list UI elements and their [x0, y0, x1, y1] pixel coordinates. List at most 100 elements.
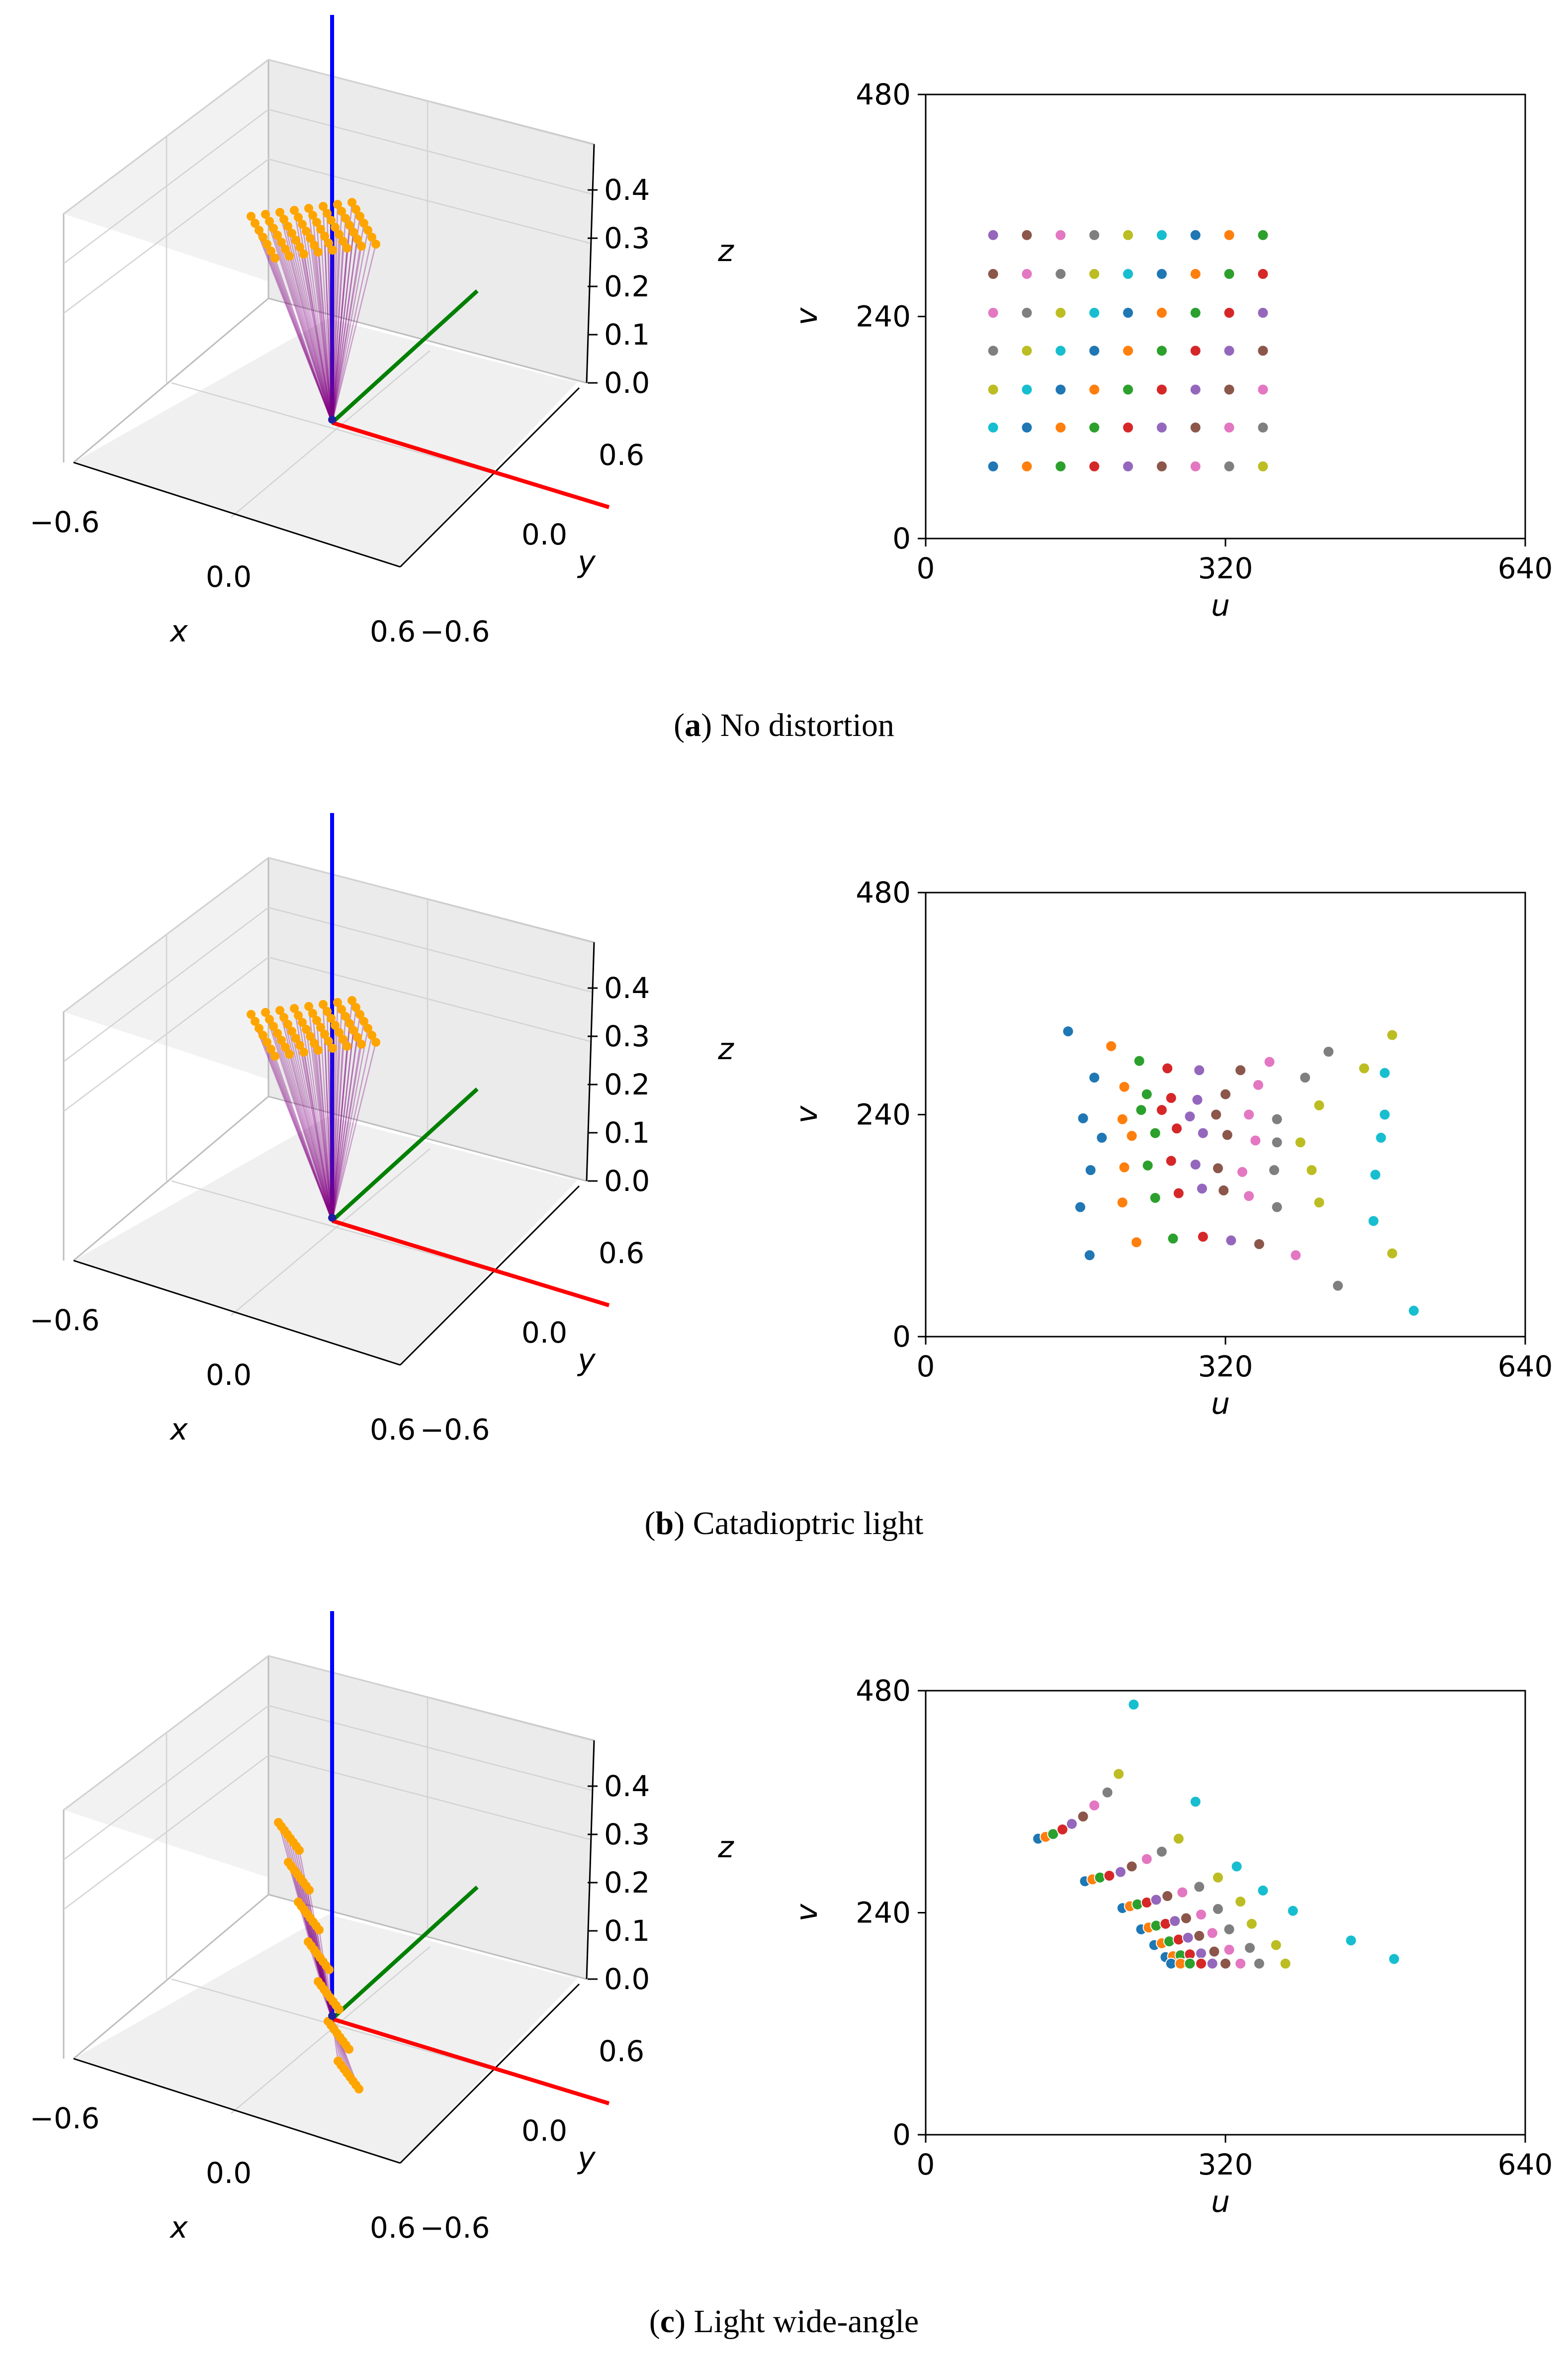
- object-point: [285, 252, 294, 261]
- image-point: [1054, 229, 1067, 241]
- object-point: [323, 1007, 332, 1016]
- image-point: [1234, 1957, 1247, 1970]
- image-point: [1122, 460, 1134, 472]
- object-point: [357, 242, 366, 251]
- image-point: [1184, 1957, 1196, 1970]
- 3d-axes: −0.6 0.0 0.6 x −0.6 0.0 0.6 y 0.0 0.1 0.2 0.3 0.4 z: [30, 15, 734, 649]
- image-point: [1223, 1943, 1235, 1956]
- image-plane-plot: 0 320 640 u 0 240 480 v: [789, 78, 1553, 623]
- ray: [309, 1917, 333, 2019]
- object-point: [339, 1035, 348, 1044]
- image-point: [1116, 1196, 1129, 1209]
- image-point: [1096, 1132, 1108, 1144]
- z-tick-label: 0.4: [604, 971, 650, 1005]
- image-point: [1210, 1108, 1222, 1121]
- ray: [309, 238, 333, 423]
- 3d-axes: −0.6 0.0 0.6 x −0.6 0.0 0.6 y 0.0 0.1 0.2 0.3 0.4 z: [30, 813, 734, 1447]
- ray: [284, 1047, 333, 1221]
- object-point: [363, 1024, 372, 1033]
- v-tick-label: 0: [892, 1320, 911, 1354]
- object-point: [262, 1038, 271, 1047]
- ray: [331, 1037, 358, 1221]
- object-point: [306, 1032, 315, 1041]
- object-point: [331, 223, 340, 232]
- object-point: [316, 225, 325, 234]
- u-tick-label: 0: [917, 2148, 935, 2181]
- y-axis-label: y: [577, 2141, 596, 2176]
- image-point: [1077, 1112, 1089, 1124]
- y-axis-line: [399, 1983, 580, 2164]
- object-point: [299, 250, 308, 259]
- plot-frame: [925, 892, 1526, 1338]
- object-point: [319, 202, 328, 211]
- x-axis-label: x: [169, 2210, 188, 2245]
- ray: [266, 1042, 333, 1221]
- ray: [331, 1046, 348, 1221]
- object-point: [353, 1033, 362, 1042]
- ray: [331, 1023, 350, 1221]
- image-point: [1218, 1184, 1230, 1197]
- object-point: [324, 239, 333, 248]
- object-point: [287, 1027, 296, 1036]
- object-point: [283, 1020, 292, 1029]
- object-point: [357, 1040, 366, 1049]
- ray: [270, 1049, 333, 1221]
- floor-grid-1: [231, 1148, 431, 1316]
- object-point: [281, 245, 290, 254]
- object-point: [310, 241, 319, 250]
- image-point: [1193, 1930, 1206, 1942]
- object-point: [333, 200, 342, 209]
- image-point: [1155, 1104, 1168, 1116]
- floor-pane: [74, 318, 577, 567]
- object-point: [348, 996, 356, 1005]
- ray: [328, 243, 333, 423]
- image-point: [1054, 268, 1067, 280]
- image-point: [1197, 1127, 1209, 1139]
- object-point: [259, 233, 267, 242]
- ray: [331, 223, 365, 423]
- object-point: [255, 1024, 263, 1033]
- image-point: [1182, 1931, 1194, 1944]
- image-point: [1195, 1947, 1208, 1960]
- image-point: [1245, 1917, 1258, 1930]
- object-point: [328, 246, 337, 255]
- z-axis-line: [586, 942, 595, 1181]
- ray: [266, 244, 333, 423]
- image-point: [1171, 1122, 1183, 1135]
- ray-group: [250, 202, 377, 423]
- object-point: [275, 208, 284, 217]
- camera-x-axis: [331, 421, 610, 509]
- ray: [331, 230, 369, 423]
- image-point: [1118, 1161, 1131, 1174]
- image-point: [1189, 307, 1202, 319]
- caption-text: Catadioptric light: [693, 1505, 924, 1542]
- ray: [331, 239, 358, 423]
- image-point: [1407, 1304, 1420, 1317]
- y-tick-label: −0.6: [420, 615, 490, 648]
- image-point: [1257, 383, 1269, 396]
- image-point: [1172, 1187, 1185, 1199]
- z-tick-label: 0.3: [604, 1817, 650, 1851]
- object-point: [341, 1012, 350, 1021]
- image-point: [1220, 1957, 1231, 1970]
- object-point: [323, 209, 332, 218]
- plot-frame: [925, 1690, 1526, 2136]
- z-tick-label: 0.0: [604, 1164, 650, 1198]
- image-point: [1176, 1886, 1189, 1899]
- ray: [326, 1011, 333, 1221]
- grid-line-right-0: [268, 857, 592, 943]
- object-point: [341, 214, 350, 223]
- object-point: [327, 1014, 336, 1023]
- object-point: [261, 1008, 270, 1017]
- image-point: [987, 229, 999, 241]
- image-point: [1294, 1136, 1307, 1149]
- ray: [331, 227, 336, 423]
- image-point: [1084, 1164, 1097, 1177]
- ray: [331, 1030, 354, 1221]
- ray: [317, 1050, 333, 1221]
- z-tick-label: 0.3: [604, 1019, 650, 1053]
- image-point: [1189, 421, 1202, 434]
- x-tick-label: 0.6: [370, 2211, 416, 2245]
- image-point: [1054, 460, 1067, 472]
- camera-center: [328, 1214, 336, 1222]
